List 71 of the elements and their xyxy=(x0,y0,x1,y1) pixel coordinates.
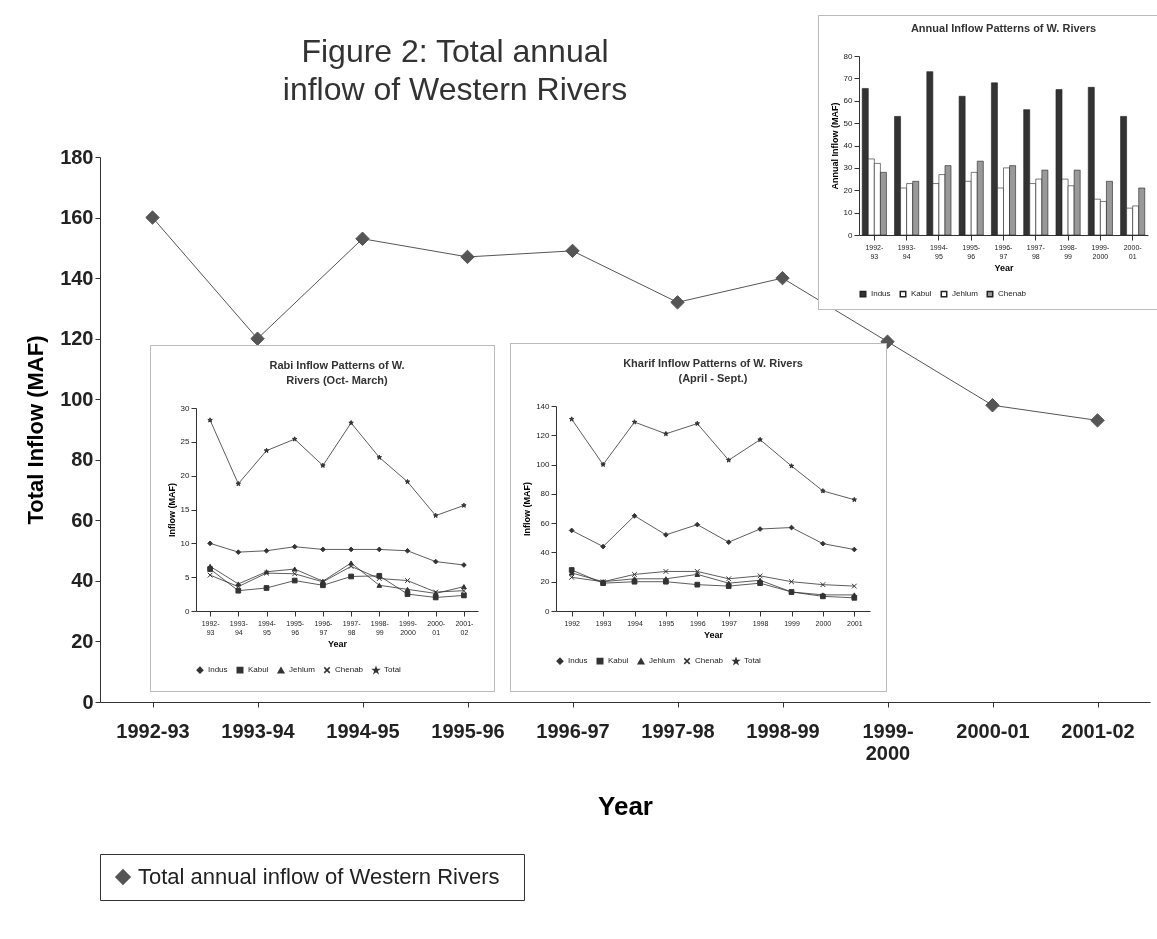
x-tick-label: 1993-94 xyxy=(221,719,296,742)
x-axis-title: Year xyxy=(327,638,348,649)
x-tick-label: 1996-97 xyxy=(536,719,610,742)
legend-label: Indus xyxy=(208,665,228,675)
legend-label: Jehlum xyxy=(649,656,676,666)
y-tick-label: 20 xyxy=(843,185,854,195)
y-tick-label: 140 xyxy=(536,401,551,411)
y-tick-label: 30 xyxy=(843,163,854,173)
y-tick-label: 10 xyxy=(180,538,191,548)
x-axis-title: Year xyxy=(994,262,1014,273)
x-tick-label: 1994-95 xyxy=(326,719,400,742)
y-tick-label: 120 xyxy=(536,430,551,440)
y-tick-label: 30 xyxy=(180,403,191,413)
y-axis-title: Annual Inflow (MAF) xyxy=(829,102,840,190)
legend-label: Kabul xyxy=(911,289,932,299)
y-axis-title: Total Inflow (MAF) xyxy=(23,335,49,525)
y-tick-label: 0 xyxy=(545,606,551,616)
y-axis-title: Inflow (MAF) xyxy=(166,483,177,537)
y-tick-label: 20 xyxy=(180,471,191,481)
y-tick-label: 100 xyxy=(60,387,94,410)
y-tick-label: 180 xyxy=(60,145,94,168)
y-tick-label: 60 xyxy=(540,518,551,528)
x-axis-title: Year xyxy=(598,790,653,821)
y-tick-label: 20 xyxy=(71,629,94,652)
y-tick-label: 80 xyxy=(843,51,854,61)
y-tick-label: 160 xyxy=(60,206,94,229)
y-tick-label: 120 xyxy=(60,327,94,350)
y-tick-label: 80 xyxy=(71,448,94,471)
legend-label: Chenab xyxy=(335,665,364,675)
y-tick-label: 5 xyxy=(185,572,191,582)
y-tick-label: 140 xyxy=(60,266,94,289)
legend-label: Chenab xyxy=(998,289,1027,299)
y-tick-label: 40 xyxy=(843,141,854,150)
legend-label: Total xyxy=(384,665,402,675)
legend-label: Chenab xyxy=(695,656,724,666)
y-tick-label: 15 xyxy=(180,505,191,514)
x-tick-label: 2001-02 xyxy=(1061,719,1135,742)
legend-label: Indus xyxy=(871,289,891,299)
chart-title: Rabi Inflow Patterns of W. Rivers (Oct- March) xyxy=(269,359,405,386)
y-tick-label: 50 xyxy=(843,118,854,128)
y-tick-label: 70 xyxy=(843,73,854,83)
legend-label: Total xyxy=(744,656,762,666)
x-tick-label: 1995-96 xyxy=(431,719,505,742)
y-tick-label: 0 xyxy=(848,230,854,240)
y-tick-label: 60 xyxy=(71,508,94,531)
chart-title: Kharif Inflow Patterns of W. Rivers (April - Sept.) xyxy=(623,357,803,384)
x-tick-label: 2000-01 xyxy=(956,719,1030,742)
y-tick-label: 60 xyxy=(843,96,854,106)
chart-title: Figure 2: Total annual inflow of Western Rivers xyxy=(282,33,628,107)
legend-label: Kabul xyxy=(248,665,269,675)
legend-label: Kabul xyxy=(608,656,629,666)
legend-label: Jehlum xyxy=(952,289,979,299)
x-axis-title: Year xyxy=(703,629,724,640)
y-tick-label: 0 xyxy=(82,690,94,713)
y-axis-title: Inflow (MAF) xyxy=(522,482,533,536)
x-tick-label: 1999-2000 xyxy=(862,719,914,764)
x-tick-label: 1997-98 xyxy=(641,719,715,742)
y-tick-label: 10 xyxy=(843,208,854,218)
y-tick-label: 40 xyxy=(71,569,94,592)
y-tick-label: 100 xyxy=(536,460,551,470)
y-tick-label: 20 xyxy=(540,577,551,587)
legend-label: Total annual inflow of Western Rivers xyxy=(138,864,500,889)
x-tick-label: 1998-99 xyxy=(746,719,820,742)
x-tick-label: 1992-93 xyxy=(116,719,190,742)
y-tick-label: 0 xyxy=(185,606,191,616)
legend-label: Indus xyxy=(568,656,588,666)
y-tick-label: 40 xyxy=(540,547,551,557)
chart-title: Annual Inflow Patterns of W. Rivers xyxy=(910,22,1097,34)
y-tick-label: 25 xyxy=(180,437,191,447)
legend-label: Jehlum xyxy=(289,665,316,675)
y-tick-label: 80 xyxy=(540,489,551,499)
